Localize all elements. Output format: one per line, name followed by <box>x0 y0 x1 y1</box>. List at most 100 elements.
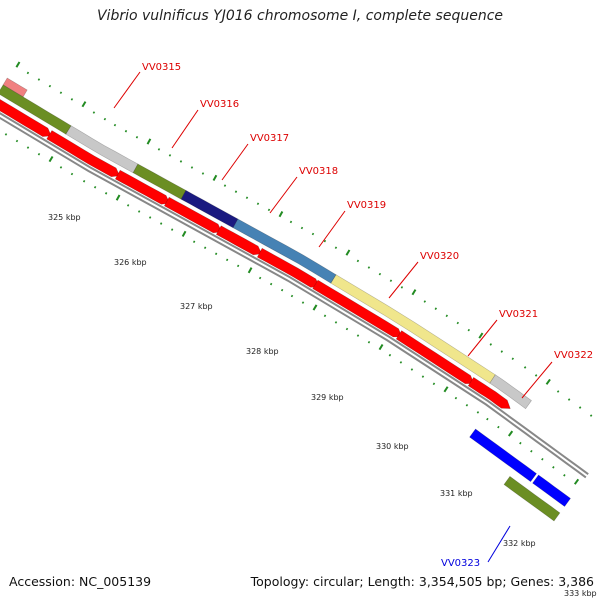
tick-dot <box>454 396 458 400</box>
tick-dot <box>290 294 294 298</box>
tick-dot <box>190 166 194 169</box>
cds-forward-arrow <box>215 225 263 256</box>
tick-dot <box>92 111 96 114</box>
tick-label: 327 kbp <box>180 302 213 311</box>
tick-dot <box>323 314 327 318</box>
tick-dot <box>334 321 338 324</box>
tick-dot <box>223 184 227 187</box>
tick-dot <box>15 61 21 68</box>
tick-dot <box>82 179 86 183</box>
tick-dot <box>278 211 284 218</box>
tick-dot <box>410 368 414 371</box>
tick-label: 329 kbp <box>311 393 344 402</box>
label-leader-line <box>467 319 498 357</box>
tick-dot <box>157 148 161 151</box>
gene-label-vv0323: VV0323 <box>441 558 480 569</box>
tick-dot <box>168 154 172 157</box>
tick-dot <box>4 133 8 136</box>
cog-segment <box>503 475 561 522</box>
accession-text: Accession: NC_005139 <box>9 574 152 589</box>
tick-dot <box>289 220 293 224</box>
map-title: Vibrio vulnificus YJ016 chromosome I, co… <box>96 8 504 24</box>
label-leader-line <box>318 210 346 248</box>
tick-dot <box>334 246 338 250</box>
tick-label: 330 kbp <box>376 442 409 451</box>
label-leader-line <box>171 109 199 149</box>
tick-dot <box>258 276 262 280</box>
tick-dot <box>236 264 240 268</box>
tick-dot <box>367 266 371 269</box>
tick-dot <box>245 196 249 200</box>
tick-dot <box>356 259 360 263</box>
tick-dot <box>48 84 52 88</box>
tick-dot <box>234 190 238 193</box>
tick-dot <box>445 314 449 318</box>
tick-dot <box>37 152 41 156</box>
tick-dot <box>356 334 360 337</box>
tick-dot <box>159 222 163 225</box>
inner-tick-dots <box>4 133 580 485</box>
tick-dot <box>489 343 493 346</box>
tick-dot <box>37 78 41 81</box>
tick-dot <box>225 258 229 262</box>
label-leader-line <box>113 71 141 109</box>
tick-dot <box>378 272 382 276</box>
tick-dot <box>519 441 522 445</box>
tick-dot <box>573 478 580 485</box>
tick-dot <box>589 414 593 417</box>
tick-dot <box>280 288 284 292</box>
tick-dot <box>389 279 393 283</box>
cog-segment <box>489 374 532 410</box>
tick-dot <box>456 321 460 325</box>
tick-label: 332 kbp <box>503 539 536 548</box>
label-leader-line <box>487 525 511 563</box>
tick-dot <box>567 398 571 401</box>
cds-forward-arrow <box>312 279 403 338</box>
gene-labels: VV0315 VV0316 VV0317 VV0318 VV0319 VV032… <box>142 62 593 569</box>
tick-dot <box>59 91 63 95</box>
cds-forward-arrow <box>395 330 475 385</box>
tick-dot <box>478 332 484 339</box>
tick-dot <box>434 307 438 310</box>
tick-dot <box>467 328 471 332</box>
tick-dot <box>267 208 271 212</box>
cds-reverse-arrow <box>532 474 571 507</box>
gene-label-vv0320: VV0320 <box>420 251 459 262</box>
tick-dot <box>443 386 449 393</box>
tick-dot <box>500 350 504 353</box>
tick-dot <box>256 202 260 206</box>
tick-dot <box>411 289 417 296</box>
tick-dot <box>148 216 152 219</box>
gene-label-vv0315: VV0315 <box>142 62 181 73</box>
gene-label-vv0318: VV0318 <box>299 166 338 177</box>
tick-dot <box>345 327 349 331</box>
tick-dot <box>15 139 19 143</box>
backbone-line <box>0 112 589 479</box>
gene-track <box>0 99 571 507</box>
cog-color-track <box>0 77 561 522</box>
cds-reverse-arrow <box>469 428 537 483</box>
tick-dot <box>378 344 384 351</box>
tick-dot <box>103 117 107 121</box>
cds-forward-arrow <box>46 130 121 178</box>
tick-dot <box>465 403 469 407</box>
tick-dot <box>26 146 30 149</box>
tick-dot <box>104 192 108 195</box>
cds-forward-arrow <box>0 99 52 137</box>
tick-dot <box>201 172 205 175</box>
tick-dot <box>124 129 128 133</box>
tick-dot <box>135 135 139 139</box>
tick-dot <box>367 340 371 344</box>
tick-dot <box>523 366 527 369</box>
tick-dot <box>578 406 582 409</box>
tick-label: 325 kbp <box>48 213 81 222</box>
tick-label: 331 kbp <box>440 489 473 498</box>
tick-dot <box>137 210 141 213</box>
cds-forward-arrow <box>467 376 511 409</box>
backbone-line <box>0 112 589 475</box>
tick-dot <box>59 166 63 169</box>
tick-dot <box>212 174 218 181</box>
tick-dot <box>269 282 273 286</box>
tick-dot <box>115 194 121 201</box>
tick-dot <box>388 353 392 357</box>
